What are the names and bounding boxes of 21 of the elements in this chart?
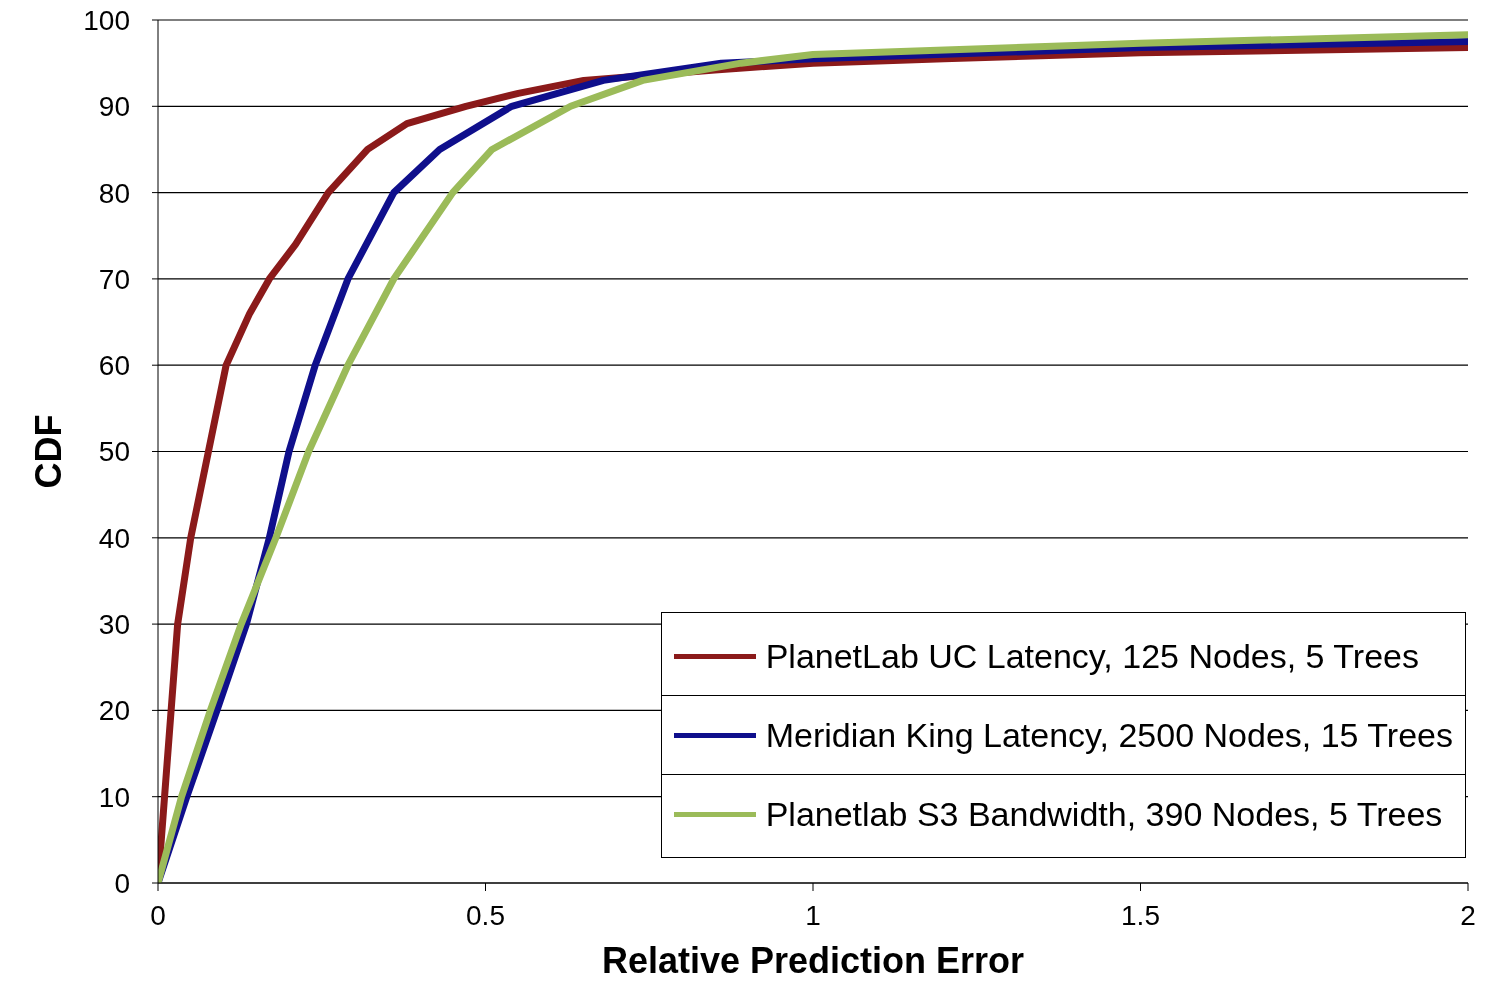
y-tick-label: 60	[98, 350, 130, 382]
y-axis-title: CDF	[27, 414, 69, 489]
x-tick-label: 0.5	[466, 899, 505, 931]
x-tick-label: 1	[805, 899, 821, 931]
y-tick-label: 100	[83, 4, 130, 36]
y-tick-label: 30	[98, 609, 130, 641]
y-tick-label: 10	[98, 781, 130, 813]
x-tick-label: 2	[1460, 899, 1476, 931]
y-tick-label: 50	[98, 436, 130, 468]
x-tick-label: 1.5	[1121, 899, 1160, 931]
legend-label: Planetlab S3 Bandwidth, 390 Nodes, 5 Trees	[765, 794, 1443, 834]
y-tick-label: 40	[98, 522, 130, 554]
legend-label: PlanetLab UC Latency, 125 Nodes, 5 Trees	[765, 636, 1419, 676]
y-tick-label: 80	[98, 177, 130, 209]
legend-label: Meridian King Latency, 2500 Nodes, 15 Trees	[765, 715, 1453, 755]
x-axis-title: Relative Prediction Error	[601, 940, 1025, 981]
y-tick-label: 70	[98, 263, 130, 295]
y-tick-label: 90	[98, 91, 130, 123]
x-tick-label: 0	[150, 899, 166, 931]
y-tick-label: 0	[114, 867, 130, 899]
y-tick-label: 20	[98, 695, 130, 727]
